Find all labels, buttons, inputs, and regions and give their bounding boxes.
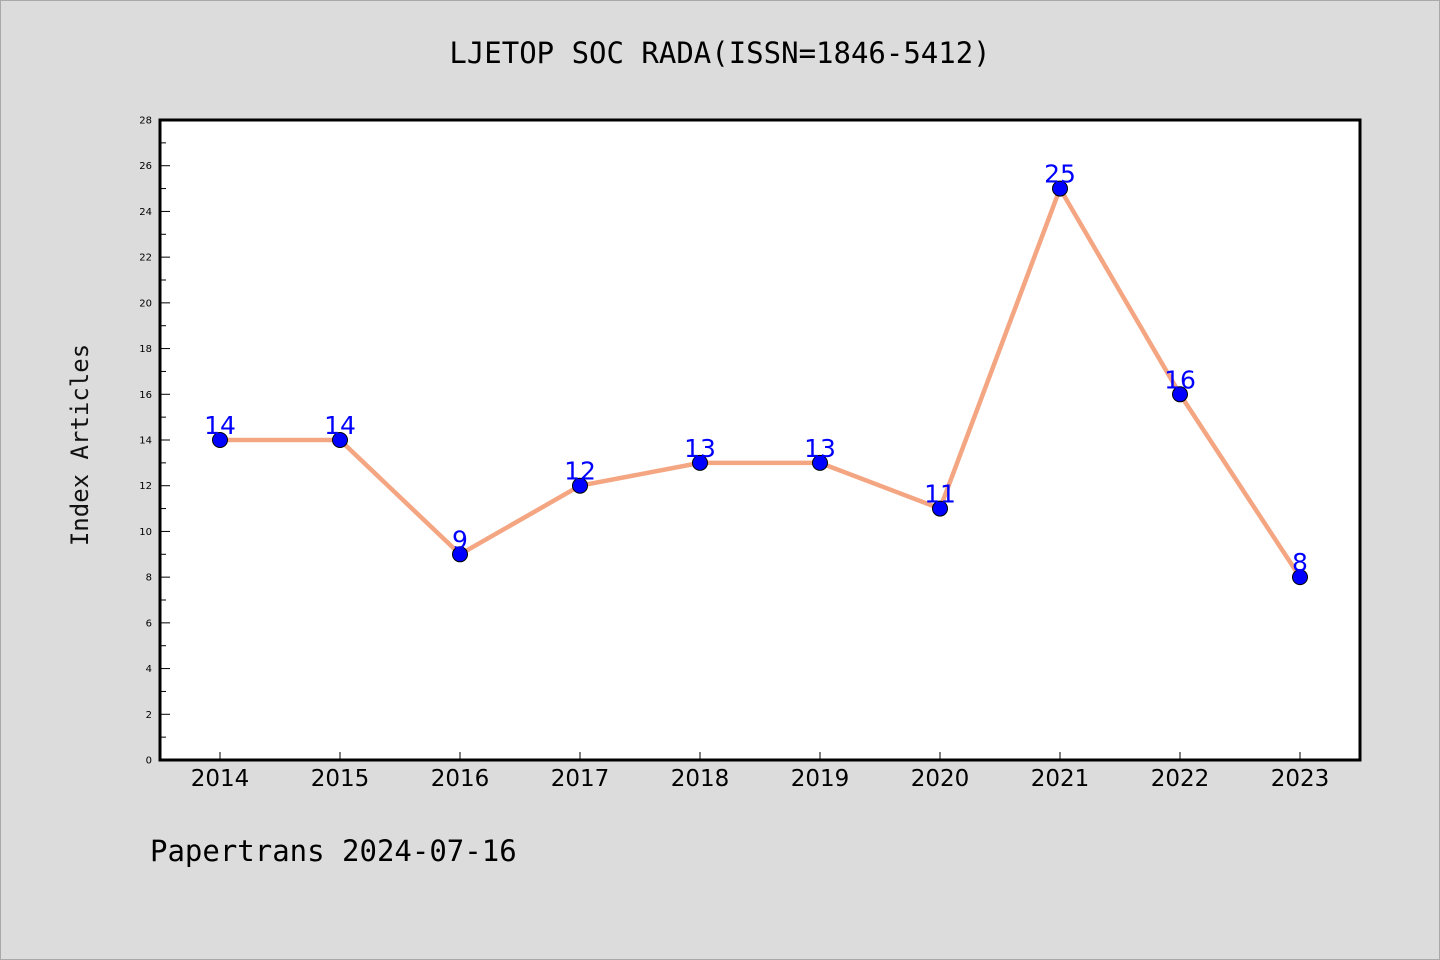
data-point [1172,386,1188,403]
x-tick-label: 2017 [551,766,610,792]
y-tick-label: 18 [139,344,152,355]
series-points [212,180,1308,586]
y-tick-label: 10 [139,527,152,538]
y-tick-label: 0 [146,756,152,767]
x-tick-label: 2015 [311,766,370,792]
y-tick-label: 4 [146,664,152,675]
y-tick-label: 22 [139,253,152,264]
data-point [572,477,588,494]
data-point [932,500,948,517]
y-tick-label: 20 [139,298,152,309]
x-tick-label: 2018 [671,766,730,792]
plot-border [158,118,1362,762]
data-point [452,546,468,563]
x-tick-label: 2019 [791,766,850,792]
x-tick-label: 2023 [1271,766,1330,792]
data-point [332,432,348,448]
y-tick-label: 12 [139,481,152,492]
data-label: 14 [324,411,356,440]
y-tick-label: 14 [139,436,152,447]
data-label: 12 [564,457,596,486]
data-label: 11 [924,480,956,509]
y-tick-label: 26 [139,161,152,172]
x-axis: 2014 2015 2016 2017 2018 2019 2020 2021 2022 2023 [191,752,1330,792]
x-tick-label: 2016 [431,766,490,792]
y-tick-label: 28 [139,116,152,127]
data-label: 14 [204,411,236,440]
data-point [1292,569,1308,586]
y-tick-label: 16 [139,390,152,401]
x-tick-label: 2022 [1151,766,1210,792]
series-line [217,186,1303,580]
data-label: 13 [804,434,836,463]
data-point [1052,180,1068,197]
data-label: 13 [684,434,716,463]
data-label: 25 [1044,160,1076,189]
x-tick-label: 2014 [191,766,250,792]
y-tick-label: 24 [139,207,152,218]
footer-note: Papertrans 2024-07-16 [150,834,517,868]
data-label: 8 [1292,548,1308,577]
x-tick-label: 2020 [911,766,970,792]
data-labels: 14 14 9 12 13 13 11 25 16 8 [204,160,1308,578]
data-point [812,454,828,471]
data-point [212,432,228,448]
x-tick-label: 2021 [1031,766,1090,792]
y-tick-label: 2 [146,710,152,721]
chart-title: LJETOP SOC RADA(ISSN=1846-5412) [449,36,991,70]
series-lines [217,186,1303,580]
plot-area [160,120,1360,760]
y-tick-label: 8 [146,573,152,584]
data-point [692,454,708,471]
data-label: 9 [452,525,468,554]
y-tick-label: 6 [146,618,152,629]
data-label: 16 [1164,365,1196,394]
